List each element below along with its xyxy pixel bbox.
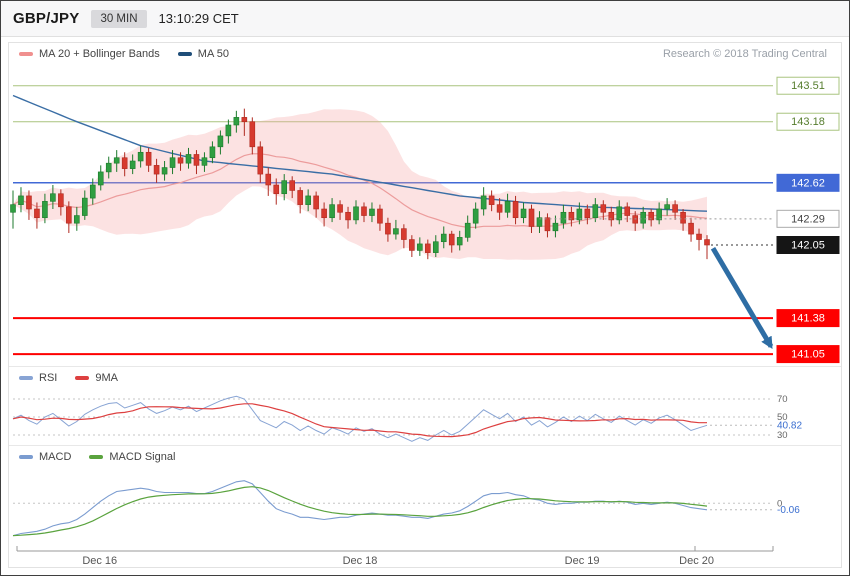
price-level-label (776, 236, 840, 254)
timeframe-badge[interactable]: 30 MIN (91, 9, 147, 28)
ma50-swatch-icon (177, 52, 192, 56)
svg-text:0: 0 (777, 498, 782, 509)
macd-chart-svg: 0-0.06 (12, 480, 800, 537)
time-axis-label: Dec 20 (679, 555, 714, 567)
legend-label: MACD (39, 451, 72, 463)
svg-text:142.29: 142.29 (791, 213, 825, 225)
rsi-legend: RSI 9MA (9, 368, 841, 388)
price-labels: 143.51 143.18 142.62 142.29 142.05 141.38 141.… (539, 76, 840, 364)
svg-text:50: 50 (777, 412, 788, 423)
panel-separator (9, 366, 841, 367)
price-chart-svg: 143.51 143.18 142.62 142.29 142.05 141.38 141.… (10, 76, 840, 364)
svg-text:143.18: 143.18 (791, 116, 825, 128)
forecast-arrow (710, 247, 774, 350)
legend-label: MA 20 + Bollinger Bands (39, 48, 160, 60)
legend-item-macd: MACD (19, 451, 71, 463)
price-level-label (776, 309, 840, 328)
svg-text:70: 70 (777, 394, 788, 405)
svg-text:141.38: 141.38 (791, 313, 825, 325)
level-lines (13, 85, 773, 356)
legend-label: RSI (39, 372, 58, 384)
rsi-9ma-line (12, 403, 707, 438)
macd-current-value: -0.06 (777, 505, 800, 516)
candles (10, 108, 710, 260)
price-legend: MA 20 + Bollinger Bands MA 50 Research ©… (9, 43, 841, 65)
chart-header: GBP/JPY 30 MIN 13:10:29 CET (1, 1, 849, 37)
legend-item-9ma: 9MA (75, 372, 118, 384)
svg-text:142.62: 142.62 (791, 177, 825, 189)
legend-label: MA 50 (197, 48, 229, 60)
symbol-title: GBP/JPY (13, 10, 80, 27)
price-level-label (776, 76, 840, 95)
time-axis-label: Dec 18 (343, 555, 378, 567)
price-level-label (776, 112, 840, 131)
svg-text:141.05: 141.05 (791, 349, 825, 361)
legend-item-rsi: RSI (19, 372, 57, 384)
rsi-swatch-icon (19, 376, 33, 380)
svg-text:143.51: 143.51 (791, 80, 825, 92)
macd-signal-swatch-icon (89, 455, 104, 459)
legend-item-ma50: MA 50 (177, 48, 229, 60)
legend-label: 9MA (95, 372, 118, 384)
macd-signal-line (12, 486, 708, 537)
bollinger-band (13, 109, 707, 260)
macd-legend: MACD MACD Signal (9, 447, 841, 467)
price-level-label (776, 173, 840, 192)
price-level-label (776, 345, 840, 364)
time-axis-label: Dec 19 (565, 555, 600, 567)
attribution-text: Research © 2018 Trading Central (662, 48, 827, 60)
legend-label: MACD Signal (109, 451, 176, 463)
svg-text:142.05: 142.05 (791, 240, 825, 252)
timestamp: 13:10:29 CET (158, 11, 239, 26)
price-level-label (776, 209, 840, 228)
time-axis-label: Dec 16 (82, 555, 117, 567)
rsi-current-value: 40.82 (777, 420, 802, 431)
svg-text:30: 30 (777, 430, 788, 441)
time-axis-svg: Dec 16 Dec 18 Dec 19 Dec 20 (16, 546, 774, 567)
chart-card: MA 20 + Bollinger Bands MA 50 Research ©… (8, 42, 842, 568)
ma20-bollinger-swatch-icon (19, 52, 33, 56)
legend-item-ma20-bollinger: MA 20 + Bollinger Bands (19, 48, 160, 60)
macd-swatch-icon (19, 455, 33, 459)
rsi-9ma-swatch-icon (75, 376, 90, 380)
panel-separator (9, 445, 841, 446)
legend-item-macd-signal: MACD Signal (89, 451, 175, 463)
ma50-line (12, 94, 708, 212)
